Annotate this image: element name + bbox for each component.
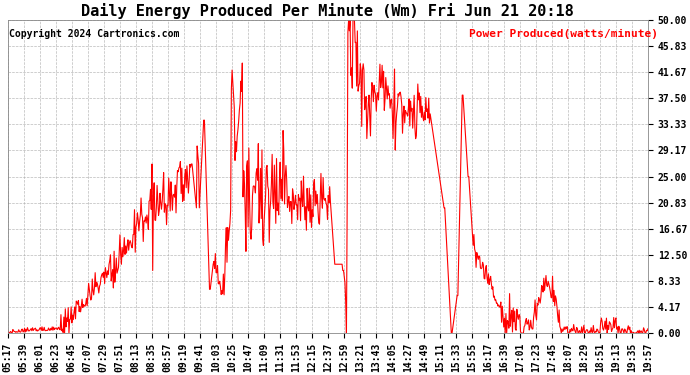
Title: Daily Energy Produced Per Minute (Wm) Fri Jun 21 20:18: Daily Energy Produced Per Minute (Wm) Fr…: [81, 3, 574, 19]
Text: Copyright 2024 Cartronics.com: Copyright 2024 Cartronics.com: [9, 29, 179, 39]
Text: Power Produced(watts/minute): Power Produced(watts/minute): [469, 29, 658, 39]
